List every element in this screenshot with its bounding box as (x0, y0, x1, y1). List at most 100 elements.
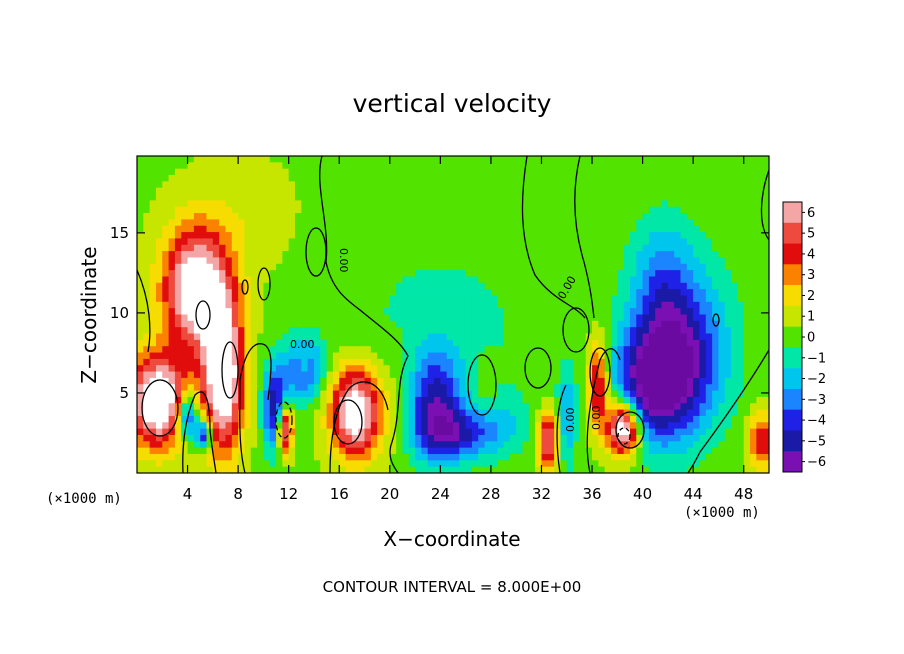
field-cell (301, 251, 309, 259)
field-cell (604, 447, 612, 455)
field-cell (219, 187, 227, 195)
field-cell (149, 327, 157, 335)
field-cell (332, 301, 340, 309)
field-cell (743, 200, 751, 208)
field-cell (516, 371, 524, 379)
field-cell (282, 365, 290, 373)
field-cell (471, 434, 479, 442)
field-cell (446, 320, 454, 328)
field-cell (200, 213, 208, 220)
field-cell (680, 447, 688, 455)
field-cell (497, 225, 505, 233)
field-cell (478, 346, 486, 354)
field-cell (465, 270, 473, 278)
field-cell (187, 232, 195, 240)
field-cell (522, 390, 530, 398)
field-cell (592, 181, 599, 189)
field-cell (642, 365, 650, 373)
field-cell (149, 301, 157, 309)
field-cell (471, 409, 479, 417)
field-cell (421, 365, 429, 373)
field-cell (648, 238, 656, 246)
field-cell (585, 187, 593, 195)
field-cell (642, 225, 650, 233)
field-cell (655, 282, 663, 290)
field-cell (332, 460, 340, 468)
field-cell (332, 447, 340, 455)
field-cell (566, 276, 574, 284)
field-cell (453, 377, 460, 385)
field-cell (307, 358, 315, 366)
field-cell (680, 301, 688, 309)
field-cell (358, 371, 366, 379)
field-cell (440, 358, 448, 366)
field-cell (737, 206, 745, 214)
field-cell (566, 365, 574, 373)
field-cell (566, 175, 574, 182)
field-cell (263, 225, 271, 233)
field-cell (680, 206, 688, 214)
field-cell (699, 213, 707, 220)
field-cell (674, 175, 682, 182)
field-cell (655, 327, 663, 335)
field-cell (345, 327, 353, 335)
field-cell (661, 187, 669, 195)
field-cell (174, 346, 182, 354)
field-cell (592, 257, 599, 265)
field-cell (661, 263, 669, 271)
field-cell (604, 251, 612, 259)
field-cell (244, 390, 252, 398)
field-cell (339, 441, 347, 449)
field-cell (490, 314, 498, 322)
field-cell (332, 187, 340, 195)
field-cell (680, 422, 688, 430)
field-cell (484, 460, 492, 468)
field-cell (276, 428, 283, 436)
field-cell (623, 352, 631, 360)
field-cell (478, 409, 486, 417)
field-cell (351, 156, 359, 163)
field-cell (629, 453, 637, 461)
field-cell (642, 219, 650, 227)
field-cell (655, 403, 663, 411)
field-cell (648, 295, 656, 303)
field-cell (149, 282, 157, 290)
field-cell (535, 339, 543, 347)
field-cell (674, 371, 682, 379)
field-cell (383, 358, 391, 366)
field-cell (440, 415, 448, 423)
field-cell (750, 358, 757, 366)
field-cell (756, 276, 764, 284)
field-cell (295, 289, 302, 297)
field-cell (737, 251, 745, 259)
field-cell (181, 415, 189, 423)
field-cell (503, 168, 511, 176)
field-cell (756, 377, 764, 385)
field-cell (509, 460, 517, 468)
field-cell (750, 156, 757, 163)
field-cell (598, 422, 606, 430)
field-cell (421, 175, 429, 182)
field-cell (307, 238, 315, 246)
field-cell (370, 238, 378, 246)
field-cell (560, 270, 568, 278)
field-cell (155, 289, 163, 297)
field-cell (231, 403, 239, 411)
field-cell (345, 466, 353, 473)
field-cell (756, 339, 764, 347)
field-cell (219, 333, 227, 341)
field-cell (219, 168, 227, 176)
field-cell (257, 244, 264, 252)
field-cell (168, 168, 176, 176)
field-cell (604, 301, 612, 309)
field-cell (598, 441, 606, 449)
field-cell (604, 403, 612, 411)
field-cell (554, 213, 562, 220)
field-cell (585, 200, 593, 208)
field-cell (440, 441, 448, 449)
field-cell (212, 447, 220, 455)
field-cell (383, 453, 391, 461)
field-cell (269, 308, 277, 316)
field-cell (737, 352, 745, 360)
field-cell (490, 181, 498, 189)
